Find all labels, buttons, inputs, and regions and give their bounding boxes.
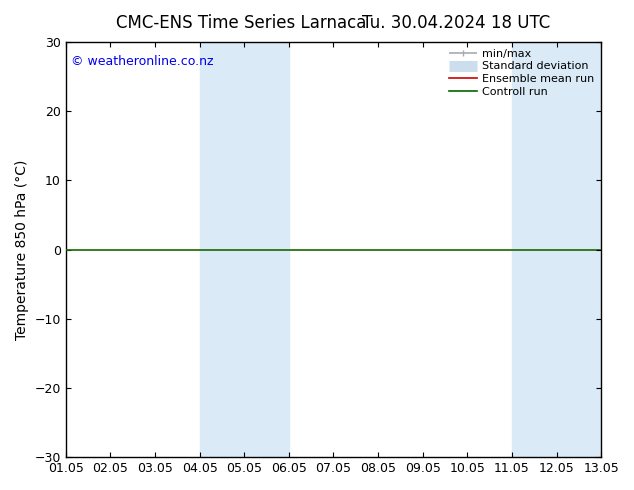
Bar	[200, 42, 289, 457]
Bar	[512, 42, 601, 457]
Text: Tu. 30.04.2024 18 UTC: Tu. 30.04.2024 18 UTC	[363, 14, 550, 32]
Text: © weatheronline.co.nz: © weatheronline.co.nz	[71, 54, 214, 68]
Legend: min/max, Standard deviation, Ensemble mean run, Controll run: min/max, Standard deviation, Ensemble me…	[444, 44, 599, 101]
Text: CMC-ENS Time Series Larnaca: CMC-ENS Time Series Larnaca	[116, 14, 366, 32]
Y-axis label: Temperature 850 hPa (°C): Temperature 850 hPa (°C)	[15, 159, 29, 340]
